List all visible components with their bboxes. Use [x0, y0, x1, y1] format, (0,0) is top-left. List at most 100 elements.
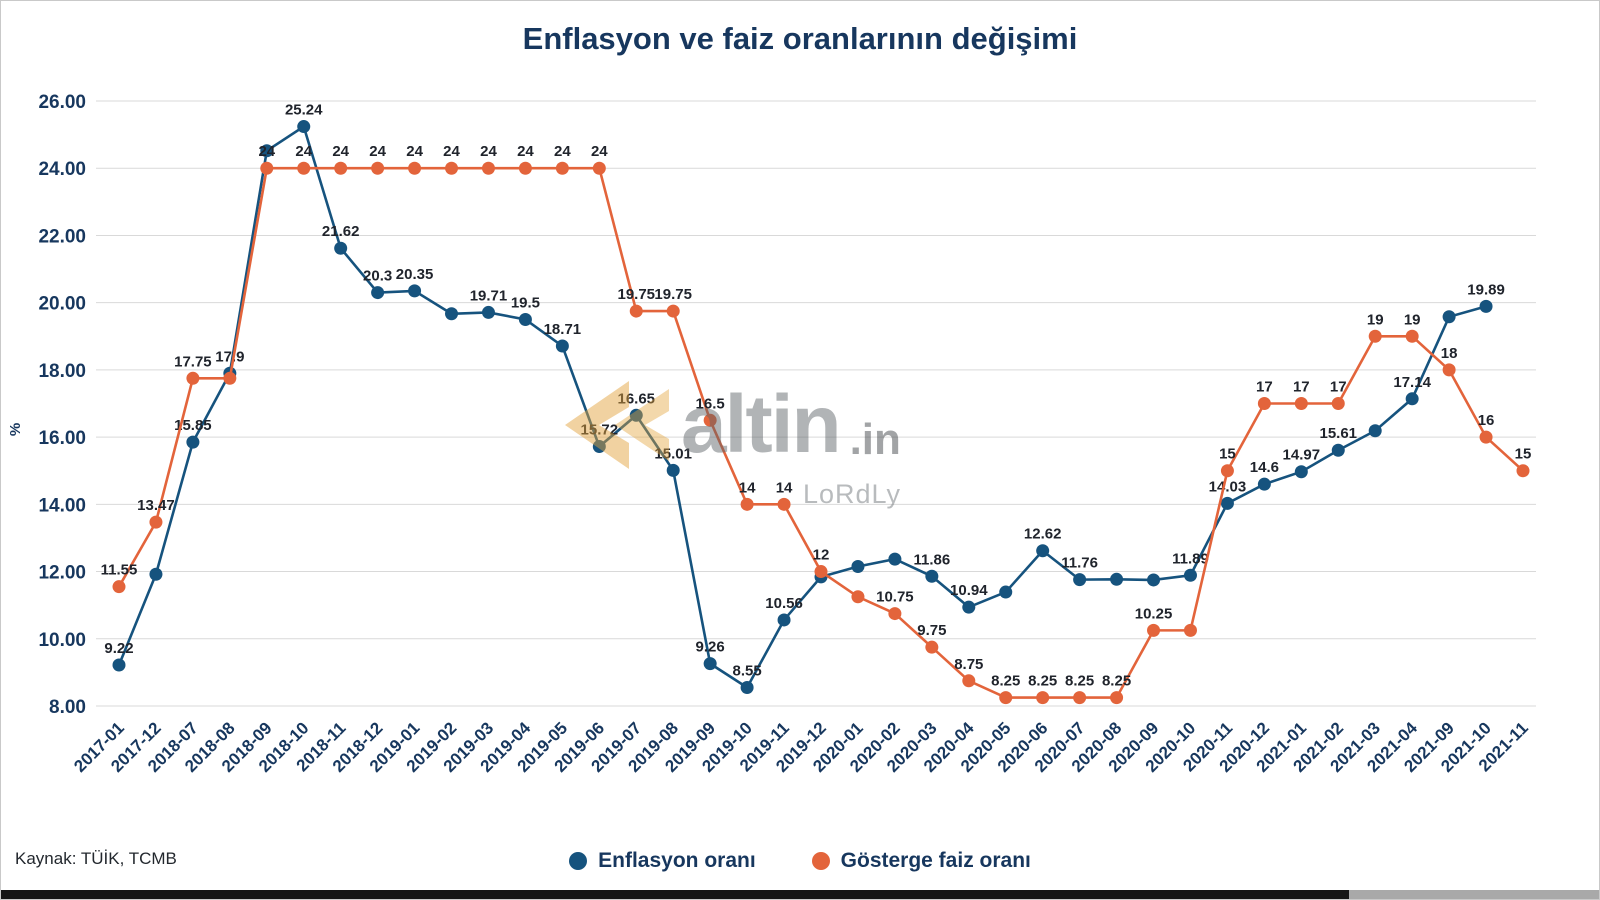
data-point — [814, 565, 828, 579]
data-point — [1368, 424, 1382, 438]
data-point — [1220, 464, 1234, 478]
line-chart: 8.00 10.00 12.00 14.00 16.00 18.00 20.00 22.00 2… — [38, 92, 1536, 776]
data-point-label: 24 — [406, 143, 423, 160]
data-point — [1516, 464, 1530, 478]
data-point — [112, 658, 126, 672]
data-point — [1257, 397, 1271, 410]
data-point-label: 21.62 — [322, 223, 360, 240]
data-point — [703, 413, 717, 427]
data-point — [555, 161, 569, 175]
data-point — [1331, 443, 1345, 457]
data-point — [223, 371, 237, 385]
data-point-label: 15 — [1219, 446, 1236, 463]
data-point — [260, 144, 274, 158]
y-tick-label: 16.00 — [38, 428, 86, 449]
data-point-label: 11.89 — [1172, 550, 1209, 567]
data-point-label: 24 — [517, 143, 534, 160]
data-point — [777, 613, 791, 627]
data-point-label: 20.3 — [363, 268, 392, 285]
data-point — [445, 307, 459, 321]
data-point-label: 9.22 — [104, 640, 133, 657]
data-point-label: 24 — [369, 143, 386, 160]
y-axis-ticks: 8.00 10.00 12.00 14.00 16.00 18.00 20.00 22.00 2… — [38, 92, 86, 718]
data-point — [1036, 691, 1050, 705]
data-point-label: 20.35 — [396, 266, 434, 283]
data-point — [1405, 392, 1419, 406]
data-point — [481, 305, 495, 319]
series-line — [117, 166, 1524, 699]
chart-legend: Enflasyon oranı Gösterge faiz oranı — [1, 849, 1599, 873]
y-tick-label: 20.00 — [38, 294, 86, 315]
data-point — [1110, 691, 1124, 705]
legend-marker-gosterge-faiz-icon — [811, 852, 830, 870]
data-point-label: 17 — [1293, 379, 1310, 396]
data-point — [1479, 299, 1493, 313]
data-point — [740, 681, 754, 695]
data-point — [334, 161, 348, 175]
data-point — [334, 241, 348, 255]
data-point-label: 10.56 — [765, 595, 803, 612]
data-point — [1442, 363, 1456, 377]
data-point — [999, 691, 1013, 705]
data-point — [1294, 465, 1308, 479]
data-point-label: 13.47 — [137, 497, 175, 514]
data-point-label: 15.61 — [1319, 425, 1357, 442]
data-point-label: 14 — [739, 479, 756, 496]
data-point-label: 11.76 — [1061, 555, 1098, 572]
data-point — [1147, 573, 1161, 587]
y-tick-label: 10.00 — [38, 630, 86, 651]
data-point — [666, 463, 680, 477]
data-point-label: 17 — [1256, 379, 1273, 396]
data-point-label: 24 — [295, 143, 312, 160]
data-point-label: 16.5 — [696, 395, 725, 412]
data-point-label: 17.9 — [215, 348, 244, 365]
x-axis-ticks: 2017-012017-122018-072018-082018-092018-… — [70, 718, 1532, 776]
data-point — [629, 408, 643, 422]
data-point — [1405, 329, 1419, 343]
data-point-label: 8.25 — [1102, 673, 1131, 690]
data-point — [371, 161, 385, 175]
data-point-label: 12.62 — [1024, 526, 1062, 543]
data-point-label: 17.14 — [1393, 374, 1431, 391]
y-axis-title: % — [7, 422, 25, 437]
data-point-label: 19.5 — [511, 294, 540, 311]
data-point — [777, 497, 791, 511]
data-point — [186, 371, 200, 385]
y-tick-label: 24.00 — [38, 159, 86, 180]
data-point-label: 15 — [1515, 446, 1532, 463]
data-point — [518, 312, 532, 326]
data-point — [1036, 544, 1050, 558]
data-point — [481, 161, 495, 175]
legend-item-enflasyon: Enflasyon oranı — [569, 849, 756, 873]
data-point — [999, 585, 1013, 599]
data-point-label: 17.75 — [174, 353, 212, 370]
data-point-label: 8.75 — [954, 656, 983, 673]
data-point — [740, 497, 754, 511]
data-point-label: 15.72 — [581, 422, 619, 439]
data-point — [962, 674, 976, 688]
series-gosterge-faiz: 11.55 13.47 17.75 24 24 24 24 24 24 24 24 24 24 19.75… — [101, 143, 1532, 705]
y-tick-label: 14.00 — [38, 495, 86, 516]
data-point-label: 18.71 — [544, 321, 582, 338]
data-point — [408, 284, 422, 298]
data-point — [888, 607, 902, 621]
data-point — [1257, 477, 1271, 491]
data-point-label: 19 — [1404, 311, 1421, 328]
y-tick-label: 26.00 — [38, 92, 86, 113]
data-point-label: 14.97 — [1283, 447, 1321, 464]
data-point — [851, 590, 865, 604]
data-point-label: 15.85 — [174, 417, 212, 434]
data-point-label: 8.25 — [991, 673, 1020, 690]
gridlines — [96, 100, 1536, 707]
data-point — [962, 600, 976, 614]
data-point-label: 12 — [813, 547, 830, 564]
data-point-label: 10.75 — [876, 589, 914, 606]
bottom-bar-gray — [1349, 890, 1599, 899]
data-point-label: 24 — [480, 143, 497, 160]
data-point — [629, 304, 643, 318]
data-point-label: 19.75 — [654, 286, 692, 303]
data-point-label: 24 — [258, 143, 275, 160]
data-point-label: 8.25 — [1065, 673, 1094, 690]
data-point — [297, 161, 311, 175]
